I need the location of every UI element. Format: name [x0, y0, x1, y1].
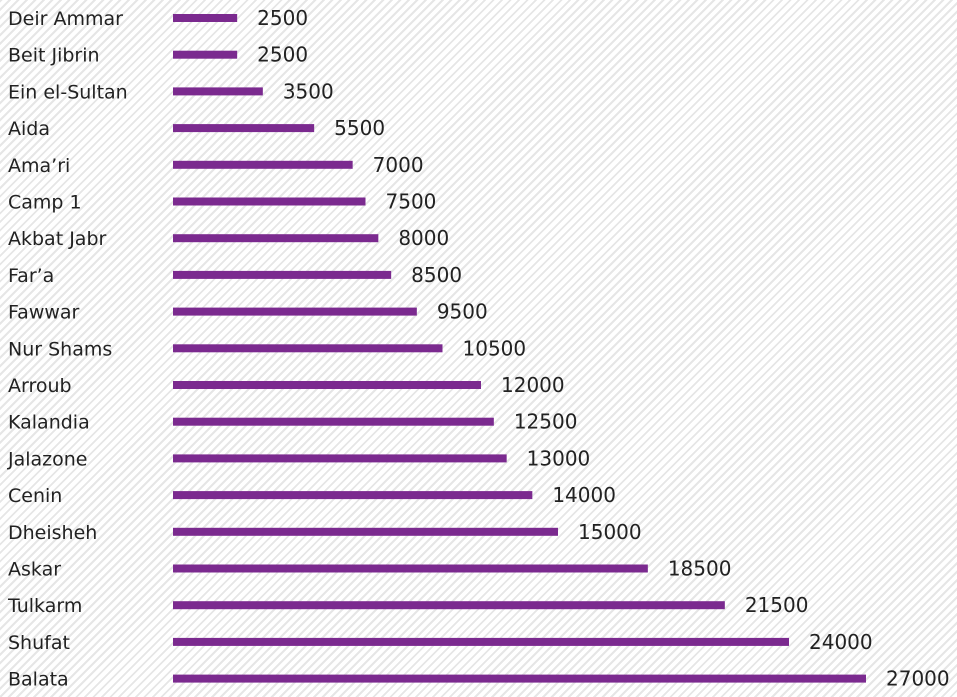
value-label: 3500	[283, 79, 334, 103]
bar	[173, 160, 353, 169]
value-label: 12500	[514, 410, 578, 434]
category-label: Dheisheh	[8, 522, 97, 544]
value-label: 27000	[886, 667, 950, 691]
bar	[173, 124, 315, 133]
value-label: 12000	[501, 373, 565, 397]
category-label: Cenin	[8, 485, 62, 507]
category-label: Far’a	[8, 265, 54, 287]
value-label: 10500	[463, 336, 527, 360]
bar	[173, 527, 558, 536]
bar	[173, 270, 392, 279]
bar	[173, 491, 533, 500]
bar	[173, 381, 481, 389]
bar	[173, 14, 238, 22]
category-label: Akbat Jabr	[8, 228, 107, 250]
value-label: 2500	[257, 6, 308, 30]
value-label: 2500	[257, 43, 308, 67]
bar	[173, 454, 507, 463]
value-label: 5500	[334, 116, 385, 140]
bar	[173, 344, 443, 353]
value-label: 13000	[527, 446, 591, 470]
category-label: Fawwar	[8, 302, 80, 324]
bar	[173, 234, 379, 243]
bar	[173, 601, 725, 610]
value-label: 15000	[578, 520, 642, 544]
category-label: Aida	[8, 118, 50, 140]
category-label: Jalazone	[7, 448, 88, 470]
value-label: 7500	[386, 190, 437, 214]
bar	[173, 637, 789, 646]
category-label: Beit Jibrin	[8, 45, 100, 67]
category-label: Camp 1	[8, 192, 82, 214]
category-label: Ein el-Sultan	[8, 81, 128, 103]
category-label: Kalandia	[8, 412, 90, 434]
value-label: 7000	[373, 153, 424, 177]
category-label: Tulkarm	[7, 595, 82, 617]
category-label: Deir Ammar	[8, 8, 123, 30]
value-label: 24000	[809, 630, 873, 654]
category-label: Balata	[8, 669, 69, 691]
category-label: Nur Shams	[8, 338, 112, 360]
bar	[173, 564, 648, 573]
value-label: 8000	[398, 226, 449, 250]
category-label: Askar	[8, 559, 61, 581]
category-label: Shufat	[8, 632, 70, 654]
bar	[173, 87, 263, 96]
category-label: Arroub	[8, 375, 72, 397]
value-label: 18500	[668, 557, 732, 581]
value-label: 9500	[437, 300, 488, 324]
category-label: Ama’ri	[8, 155, 70, 177]
bar	[173, 307, 417, 316]
bar	[173, 674, 866, 683]
bar	[173, 417, 494, 426]
bar	[173, 50, 238, 59]
value-label: 8500	[411, 263, 462, 287]
value-label: 14000	[552, 483, 616, 507]
bar	[173, 197, 366, 206]
value-label: 21500	[745, 593, 809, 617]
